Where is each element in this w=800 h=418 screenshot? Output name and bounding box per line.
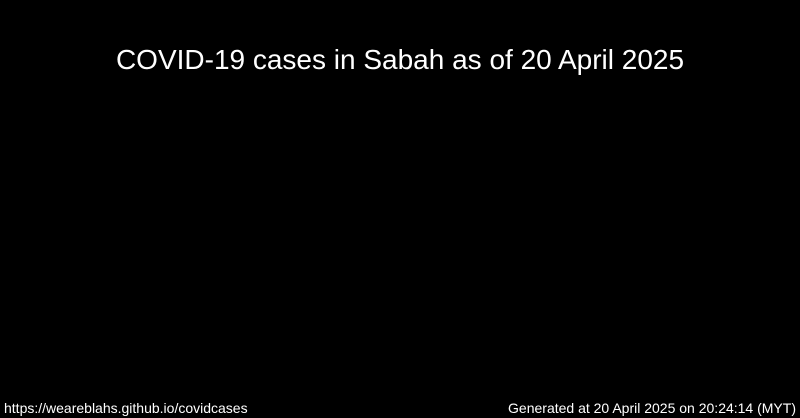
source-url: https://weareblahs.github.io/covidcases	[4, 400, 248, 416]
page-title: COVID-19 cases in Sabah as of 20 April 2…	[115, 44, 685, 75]
content-area	[0, 90, 800, 390]
generated-timestamp: Generated at 20 April 2025 on 20:24:14 (…	[508, 400, 796, 416]
